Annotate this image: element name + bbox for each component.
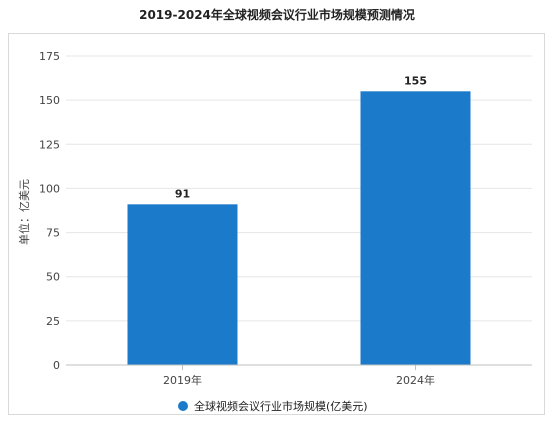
plot-frame	[8, 33, 545, 415]
bar	[360, 91, 471, 366]
y-axis-label: 单位：亿美元	[17, 179, 31, 245]
legend: 全球视频会议行业市场规模(亿美元)	[178, 399, 368, 413]
x-tick-label: 2024年	[396, 373, 435, 387]
x-axis-ticks: 2019年 2024年	[163, 365, 435, 387]
y-tick-label: 175	[39, 50, 60, 63]
y-tick-label: 125	[39, 138, 60, 151]
y-tick-label: 25	[46, 315, 60, 328]
y-axis-ticks: 0 25 50 75 100 125 150 175	[39, 50, 60, 372]
y-tick-label: 75	[46, 227, 60, 240]
chart-title: 2019-2024年全球视频会议行业市场规模预测情况	[139, 8, 415, 22]
y-tick-label: 150	[39, 94, 60, 107]
y-tick-label: 0	[53, 359, 60, 372]
y-tick-label: 50	[46, 271, 60, 284]
legend-label: 全球视频会议行业市场规模(亿美元)	[194, 399, 368, 413]
bar-data-label: 91	[175, 187, 190, 200]
bar-data-label: 155	[404, 74, 427, 87]
legend-marker	[178, 401, 188, 411]
x-tick-label: 2019年	[163, 373, 202, 387]
bar	[127, 204, 238, 365]
bars: 91 155	[127, 74, 471, 366]
y-tick-label: 100	[39, 182, 60, 195]
